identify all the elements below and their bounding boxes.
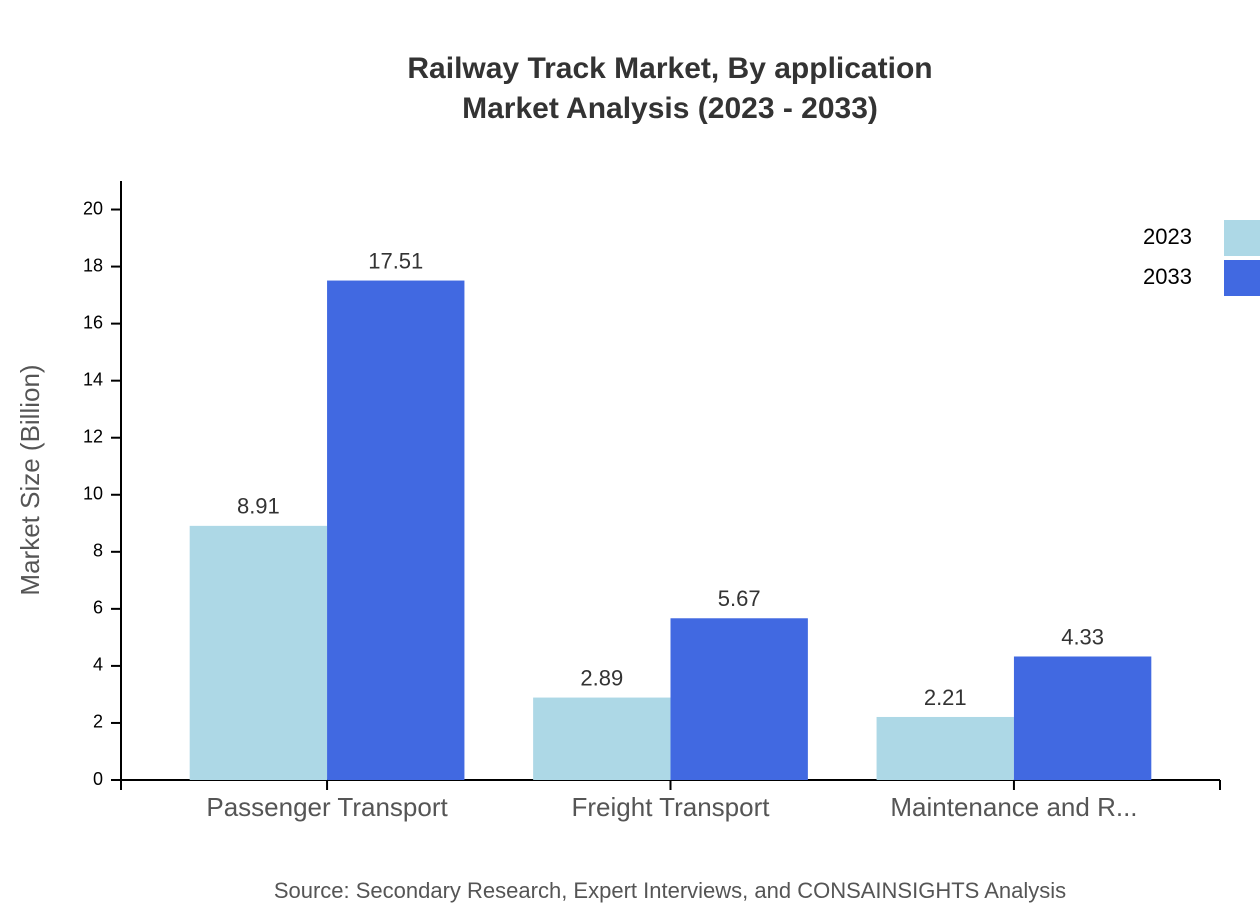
- value-label: 2.89: [580, 665, 623, 690]
- legend-swatch: [1224, 260, 1260, 296]
- chart-title: Railway Track Market, By application: [407, 52, 932, 85]
- y-tick-label: 0: [93, 769, 103, 789]
- value-label: 5.67: [718, 586, 761, 611]
- x-tick-label: Freight Transport: [572, 792, 771, 822]
- bar: [1013, 656, 1152, 780]
- y-tick-label: 10: [83, 484, 103, 504]
- y-tick-label: 6: [93, 598, 103, 618]
- value-label: 2.21: [924, 685, 967, 710]
- legend-label: 2033: [1143, 264, 1192, 289]
- bar: [327, 280, 465, 780]
- y-tick-label: 16: [83, 312, 103, 332]
- y-tick-label: 14: [83, 369, 103, 389]
- y-tick-label: 8: [93, 541, 103, 561]
- y-tick-label: 18: [83, 255, 103, 275]
- bar: [670, 618, 808, 780]
- chart-subtitle: Market Analysis (2023 - 2033): [462, 92, 878, 125]
- x-tick-label: Passenger Transport: [206, 792, 448, 822]
- value-label: 4.33: [1061, 624, 1104, 649]
- x-tick-label: Maintenance and R...: [890, 792, 1137, 822]
- y-tick-label: 12: [83, 426, 103, 446]
- legend-swatch: [1224, 220, 1260, 256]
- source-note: Source: Secondary Research, Expert Inter…: [274, 878, 1066, 903]
- y-tick-label: 4: [93, 655, 103, 675]
- y-tick-label: 20: [83, 198, 103, 218]
- value-label: 8.91: [237, 494, 280, 519]
- value-label: 17.51: [368, 248, 423, 273]
- legend-label: 2023: [1143, 224, 1192, 249]
- bar: [189, 525, 328, 780]
- bar: [876, 716, 1014, 780]
- y-tick-label: 2: [93, 712, 103, 732]
- bar: [533, 697, 671, 780]
- y-axis-label: Market Size (Billion): [15, 364, 45, 595]
